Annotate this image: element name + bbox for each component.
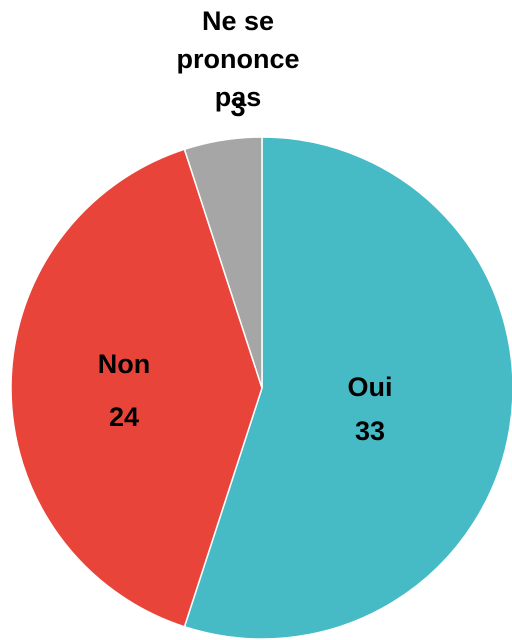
- slice-label: Non: [97, 349, 151, 379]
- slice-label: Oui: [347, 372, 393, 402]
- slice-value: 24: [108, 402, 140, 432]
- slice-value: 3: [230, 92, 246, 122]
- pie-slice: [183, 136, 263, 389]
- slice-label: Ne se prononce pas: [176, 6, 300, 112]
- slice-value: 33: [354, 416, 386, 446]
- pie-slice: [10, 148, 263, 628]
- pie-slice: [183, 136, 512, 640]
